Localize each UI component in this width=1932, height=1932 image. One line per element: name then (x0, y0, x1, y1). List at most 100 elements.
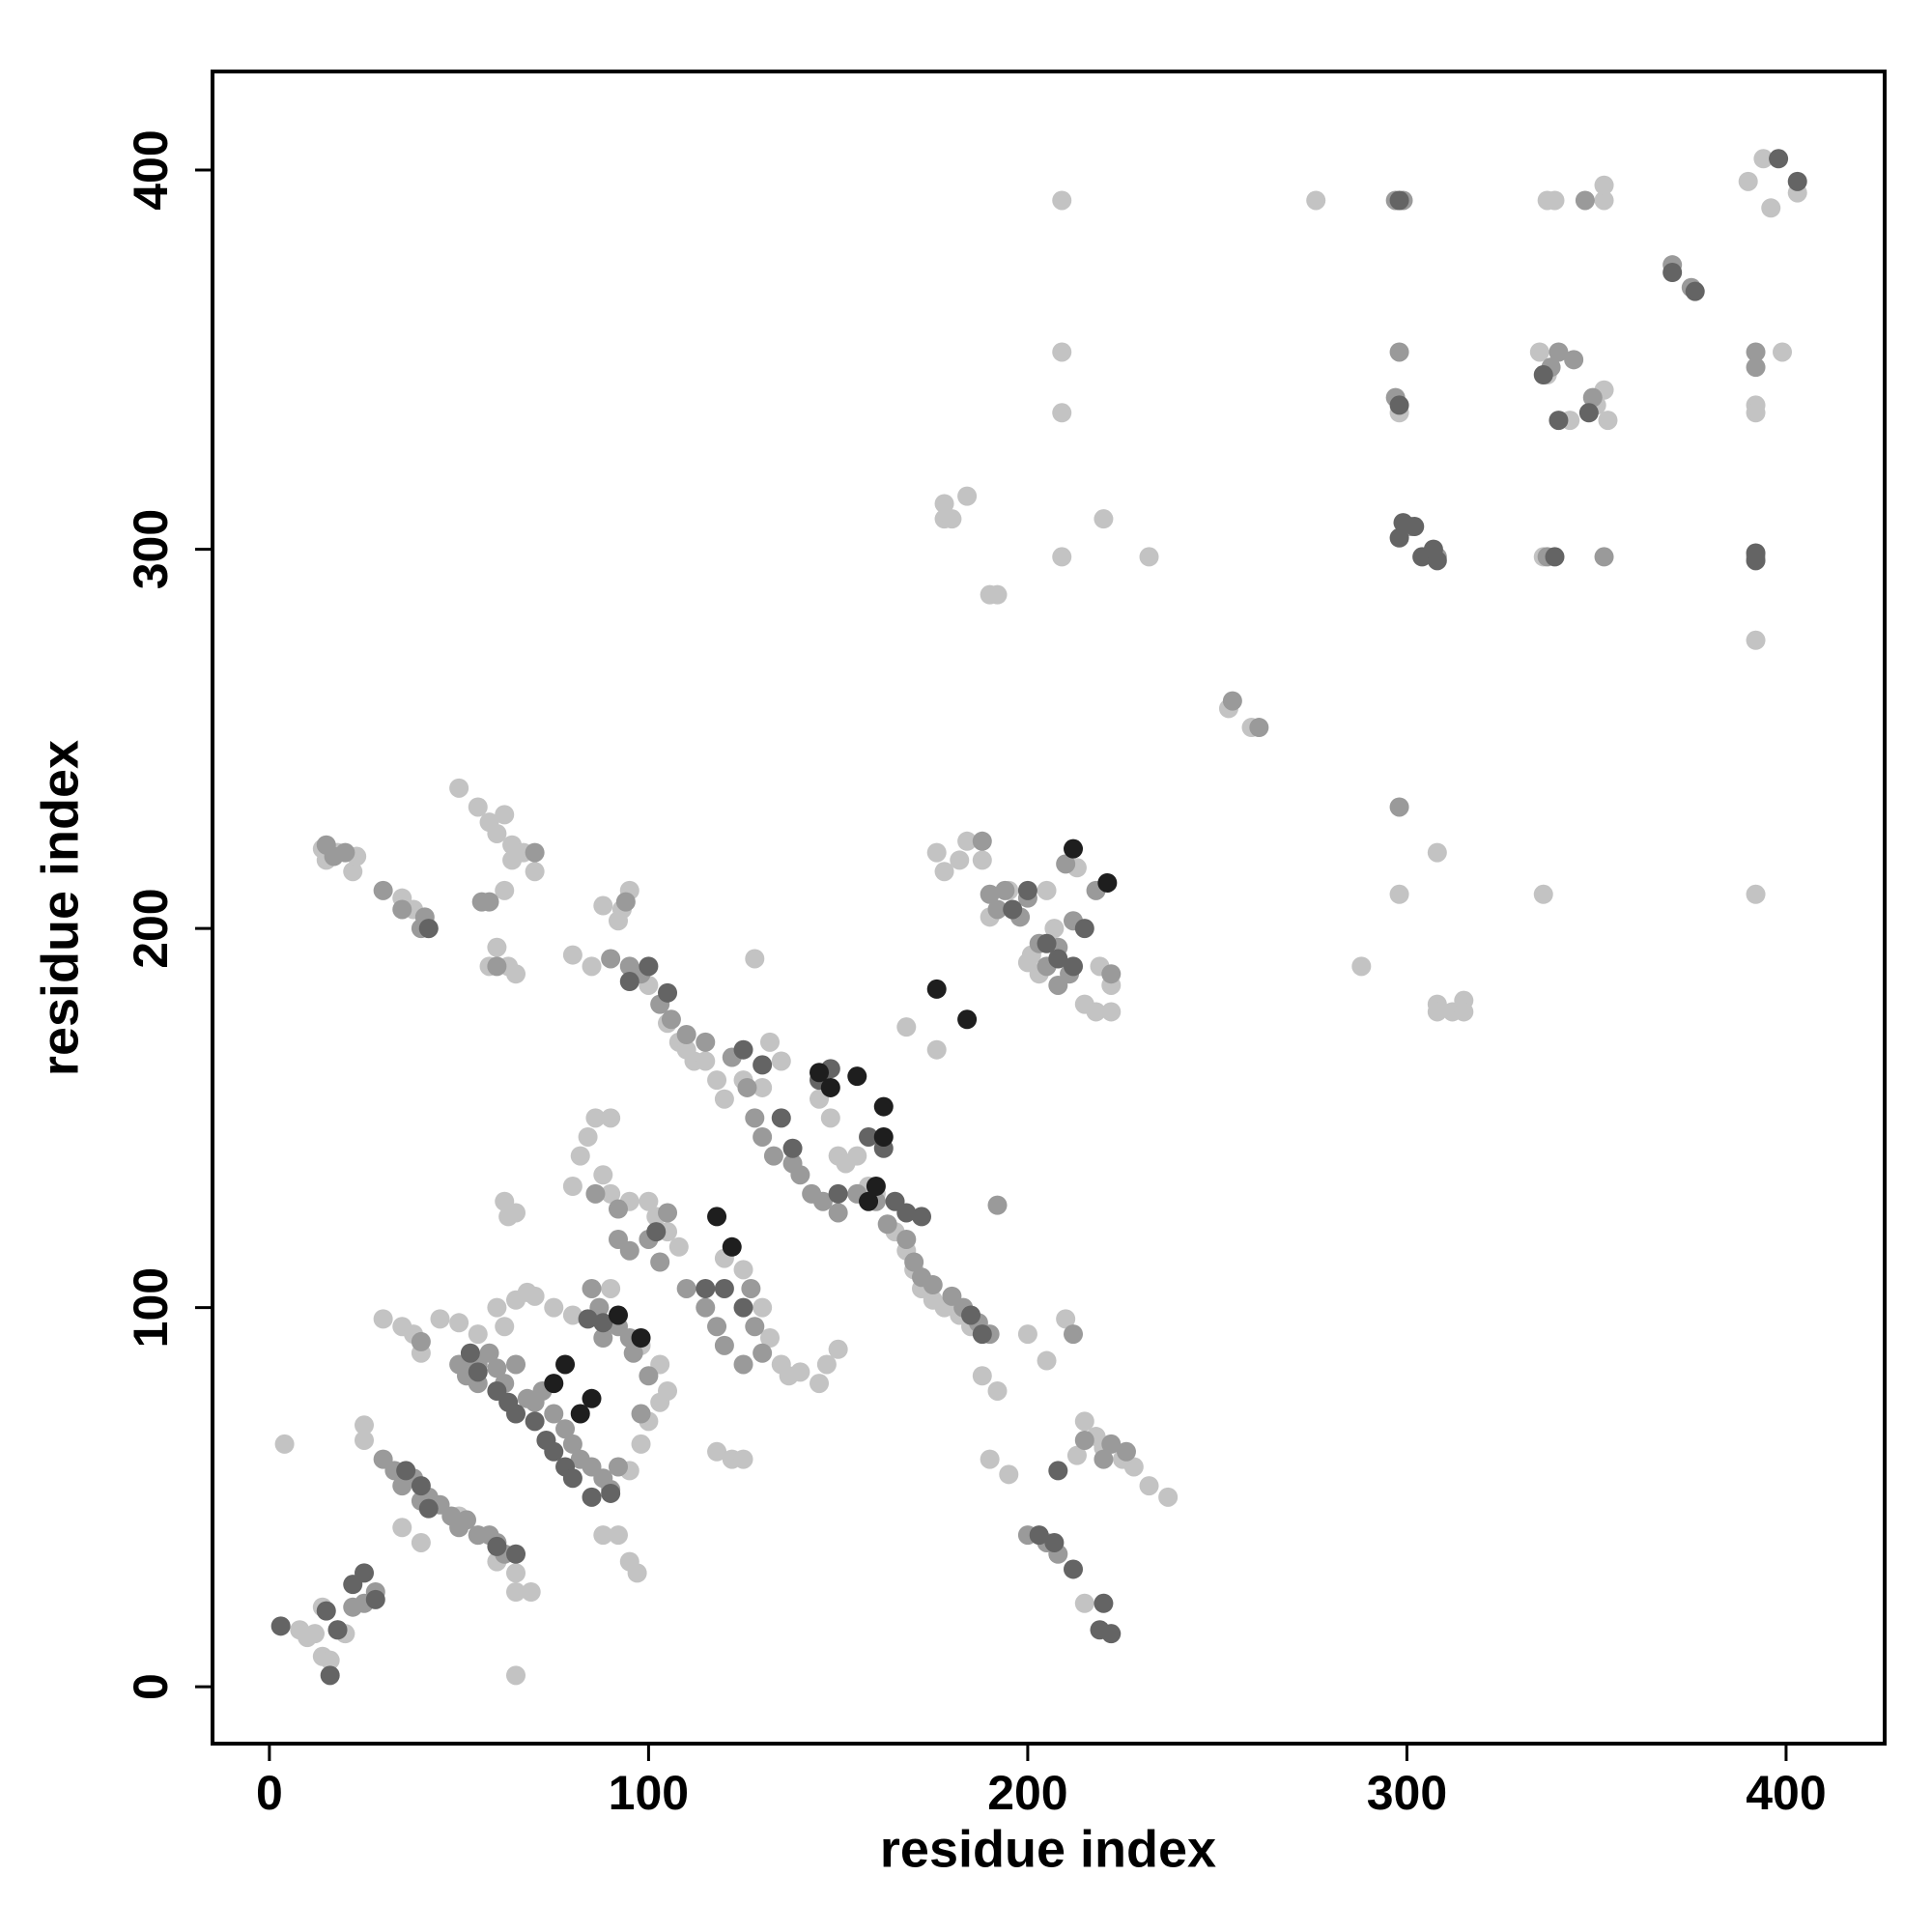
point (525, 842, 545, 863)
point (582, 1388, 602, 1408)
point (1746, 342, 1766, 362)
point (1064, 1324, 1084, 1345)
point (1056, 1309, 1076, 1329)
point (972, 850, 992, 870)
point (585, 1183, 606, 1204)
point (570, 1404, 590, 1424)
point (525, 862, 545, 882)
point (873, 1096, 894, 1117)
point (771, 1108, 791, 1128)
point (506, 1544, 526, 1564)
point (972, 1366, 992, 1386)
point (707, 1441, 727, 1462)
point (274, 1434, 295, 1454)
point (1533, 365, 1553, 385)
point (373, 880, 393, 900)
point (1074, 1593, 1094, 1613)
point (601, 1278, 621, 1298)
point (1048, 1461, 1068, 1481)
point (745, 1108, 765, 1128)
point (926, 842, 947, 863)
point (957, 1009, 978, 1030)
point (782, 1138, 803, 1158)
point (468, 1362, 488, 1382)
point (934, 494, 954, 514)
point (733, 1449, 753, 1469)
point (1594, 175, 1614, 195)
y-axis-title: residue index (31, 740, 89, 1076)
point (714, 1089, 734, 1109)
point (760, 1032, 780, 1052)
point (1090, 1620, 1110, 1640)
point (506, 1563, 526, 1583)
point (411, 1331, 431, 1351)
point (582, 956, 602, 977)
y-tick-label: 100 (124, 1267, 178, 1348)
point (1052, 190, 1072, 211)
point (544, 1404, 564, 1424)
point (619, 1240, 639, 1261)
point (1405, 517, 1425, 537)
point (926, 979, 947, 999)
point (1769, 149, 1789, 169)
point (753, 1297, 773, 1318)
point (950, 850, 970, 870)
point (1094, 1593, 1114, 1613)
point (593, 1328, 613, 1349)
point (582, 1487, 602, 1507)
point (578, 1309, 598, 1329)
point (1066, 1445, 1087, 1465)
point (1548, 411, 1569, 431)
y-tick-label: 200 (124, 888, 178, 968)
point (957, 486, 978, 506)
point (1594, 190, 1614, 211)
point (912, 1207, 932, 1227)
point (650, 1252, 670, 1272)
point (810, 1063, 830, 1083)
point (411, 1532, 431, 1552)
point (1389, 884, 1409, 904)
point (999, 1464, 1019, 1485)
point (696, 1297, 716, 1318)
point (316, 1601, 336, 1621)
point (487, 937, 507, 957)
point (1139, 547, 1159, 567)
point (562, 1177, 582, 1196)
point (544, 1374, 564, 1394)
point (639, 956, 659, 977)
point (562, 1468, 582, 1489)
point (1746, 357, 1766, 378)
point (593, 1165, 613, 1185)
point (877, 1214, 897, 1235)
point (707, 1317, 727, 1337)
point (631, 1434, 651, 1454)
point (760, 1328, 780, 1349)
point (926, 1039, 947, 1060)
point (707, 1070, 727, 1091)
point (646, 1222, 667, 1242)
point (1427, 842, 1447, 863)
point (810, 1374, 830, 1394)
point (392, 899, 412, 920)
x-tick-label: 0 (256, 1766, 283, 1820)
point (1351, 956, 1372, 977)
point (1389, 342, 1409, 362)
point (1249, 718, 1269, 738)
point (696, 1051, 716, 1071)
point (468, 1324, 488, 1345)
point (1086, 1002, 1106, 1022)
point (859, 1126, 879, 1147)
point (1533, 884, 1553, 904)
point (1048, 949, 1068, 969)
point (1101, 964, 1122, 984)
point (1029, 1525, 1049, 1546)
point (468, 797, 488, 817)
point (676, 1024, 696, 1044)
point (820, 1108, 840, 1128)
point (658, 1203, 678, 1223)
point (471, 892, 492, 912)
point (661, 1009, 681, 1030)
point (1056, 854, 1076, 874)
point (1052, 547, 1072, 567)
